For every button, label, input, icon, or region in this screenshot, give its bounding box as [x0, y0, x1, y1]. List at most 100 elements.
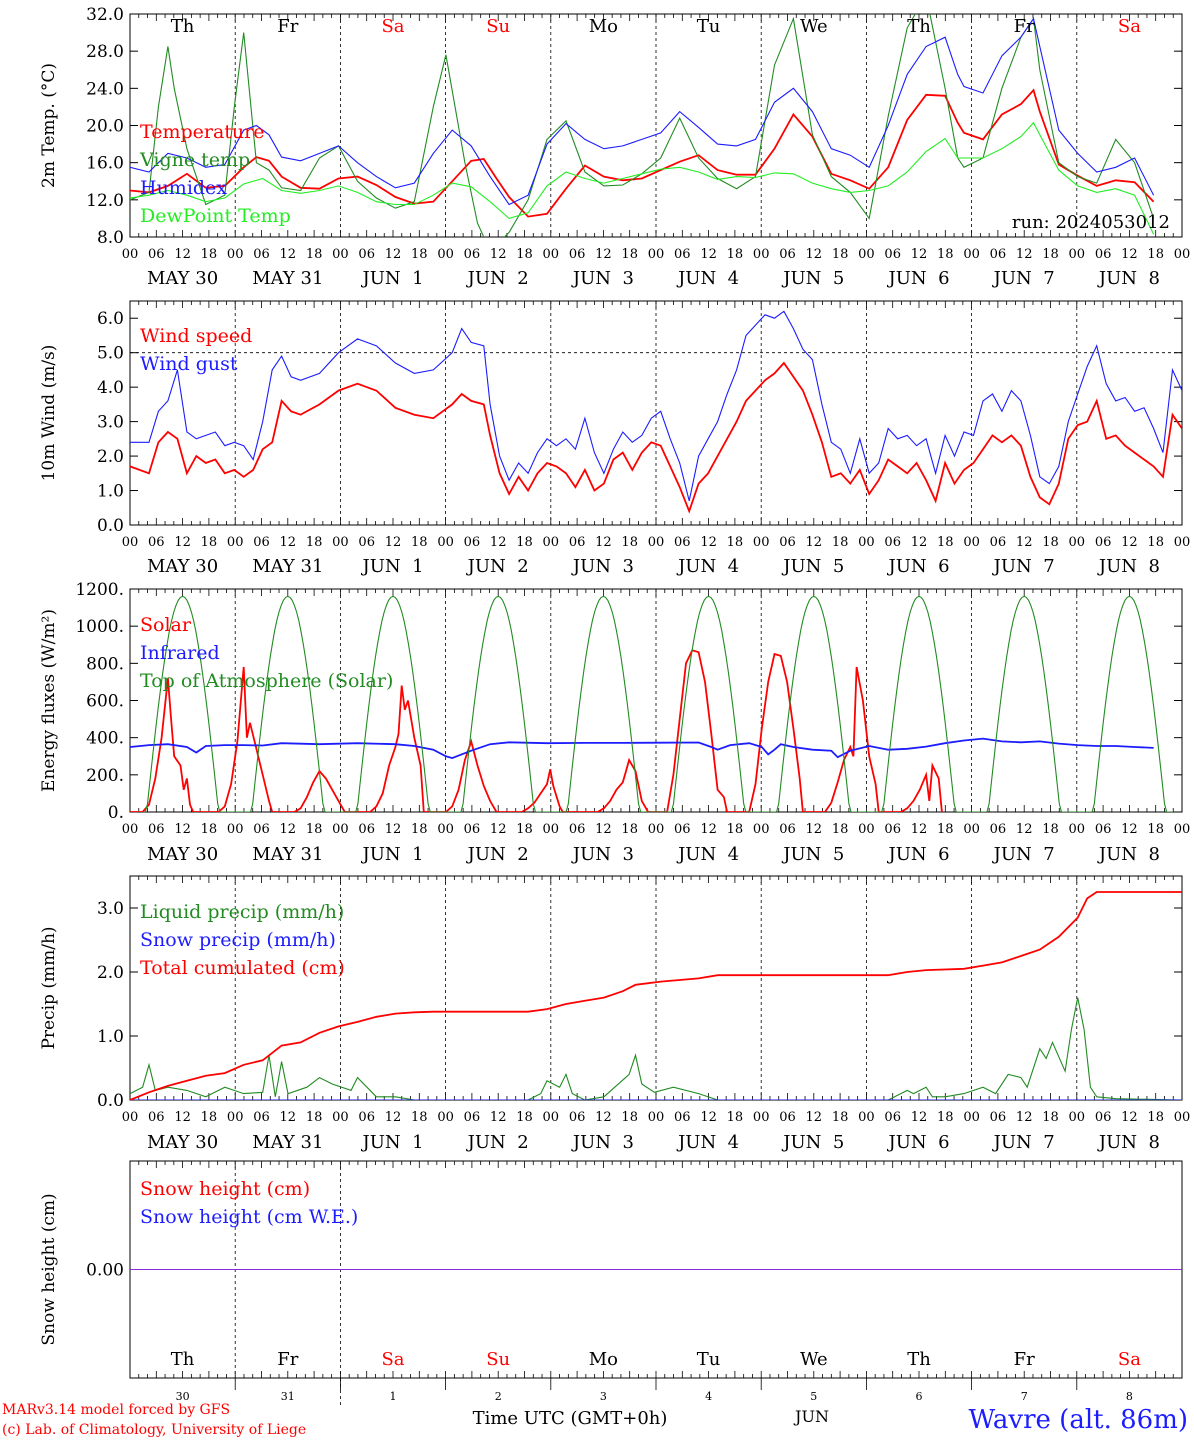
legend-entry: DewPoint Temp [140, 205, 291, 227]
hour-label: 06 [569, 535, 586, 550]
legend-entry: Temperature [140, 121, 264, 143]
hour-label: 06 [569, 247, 586, 262]
hour-label: 00 [1069, 535, 1086, 550]
hour-label: 00 [437, 247, 454, 262]
series-group [130, 14, 1155, 237]
date-label: JUN 6 [886, 1132, 949, 1153]
hour-label: 18 [727, 1110, 744, 1125]
panel-1: 32.0 28.0 24.0 20.0 16.0 12.0 8.0 2m Temp. (°C)… [39, 5, 1191, 289]
date-label: JUN 4 [676, 268, 739, 289]
hour-label: 12 [385, 1110, 402, 1125]
hour-label: 00 [543, 535, 560, 550]
hour-label: 00 [437, 1110, 454, 1125]
hour-label: 00 [963, 1110, 980, 1125]
hour-label: 18 [516, 822, 533, 837]
hour-label: 18 [1147, 247, 1164, 262]
day-name: Sa [381, 16, 404, 37]
date-label: JUN 5 [781, 844, 844, 865]
hour-label: 18 [516, 247, 533, 262]
hour-label: 00 [227, 822, 244, 837]
hour-label: 06 [358, 822, 375, 837]
ytick-label: 3.0 [97, 413, 124, 433]
ytick-label: 12.0 [86, 191, 124, 211]
hour-label: 00 [1174, 535, 1191, 550]
hour-label: 12 [595, 1110, 612, 1125]
hour-label: 00 [122, 535, 139, 550]
date-label: MAY 31 [252, 1132, 323, 1153]
hour-label: 06 [358, 535, 375, 550]
series-line-dewpoint-temp [130, 121, 1155, 235]
hour-label: 12 [1016, 1110, 1033, 1125]
hour-label: 06 [569, 1110, 586, 1125]
hour-label: 12 [700, 247, 717, 262]
hour-label: 06 [148, 535, 165, 550]
hour-label: 12 [385, 247, 402, 262]
hour-label: 12 [174, 535, 191, 550]
hour-label: 06 [779, 535, 796, 550]
series-line-total-cumulated-cm- [130, 891, 1182, 1100]
hour-label: 00 [963, 247, 980, 262]
date-label: JUN 6 [886, 556, 949, 577]
hour-label: 12 [806, 247, 823, 262]
date-label: JUN 5 [781, 268, 844, 289]
hour-label: 12 [490, 822, 507, 837]
hour-label: 12 [911, 535, 928, 550]
hour-label: 00 [648, 1110, 665, 1125]
hour-label: 06 [779, 247, 796, 262]
date-label: JUN 4 [676, 1132, 739, 1153]
day-number: 31 [281, 1390, 295, 1403]
hour-label: 00 [543, 247, 560, 262]
hour-label: 18 [1042, 822, 1059, 837]
hour-label: 18 [621, 247, 638, 262]
legend-entry: Snow precip (mm/h) [140, 929, 336, 951]
day-name: Th [907, 16, 931, 37]
plot-frame [129, 588, 1183, 813]
hour-label: 12 [385, 535, 402, 550]
hour-label: 00 [648, 247, 665, 262]
hour-label: 12 [700, 535, 717, 550]
day-name-bottom: Su [486, 1349, 510, 1370]
hour-label: 00 [858, 822, 875, 837]
hour-label: 12 [911, 1110, 928, 1125]
hour-label: 06 [253, 535, 270, 550]
hour-label: 12 [806, 1110, 823, 1125]
footer-lab-credit: (c) Lab. of Climatology, University of L… [2, 1422, 306, 1438]
hour-label: 06 [884, 535, 901, 550]
date-label: JUN 8 [1097, 844, 1160, 865]
legend-entry: Snow height (cm) [140, 1178, 310, 1200]
hour-label: 00 [1174, 247, 1191, 262]
day-name-bottom: We [800, 1349, 828, 1370]
series-line-humidex [130, 17, 1155, 206]
hour-label: 00 [1174, 1110, 1191, 1125]
hour-label: 06 [1095, 822, 1112, 837]
day-name: Fr [277, 16, 298, 37]
date-label: JUN 4 [676, 556, 739, 577]
hour-label: 06 [1095, 247, 1112, 262]
hour-label: 12 [385, 822, 402, 837]
hour-label: 06 [884, 822, 901, 837]
legend-entry: Solar [140, 614, 192, 636]
ytick-label: 200. [86, 766, 124, 786]
hour-label: 12 [700, 1110, 717, 1125]
ytick-label: 16.0 [86, 154, 124, 174]
y-axis-label: 2m Temp. (°C) [39, 63, 59, 188]
hour-label: 18 [727, 535, 744, 550]
hour-label: 06 [779, 1110, 796, 1125]
hour-label: 12 [1016, 247, 1033, 262]
hour-label: 18 [1042, 1110, 1059, 1125]
hour-label: 18 [937, 247, 954, 262]
day-number: 1 [390, 1390, 397, 1403]
series-line-wind-speed [130, 361, 1182, 514]
date-label: MAY 31 [252, 268, 323, 289]
date-label: JUN 8 [1097, 1132, 1160, 1153]
hour-label: 06 [148, 822, 165, 837]
day-number: 30 [176, 1390, 190, 1403]
date-label: JUN 2 [466, 268, 529, 289]
day-name-bottom: Mo [589, 1349, 618, 1370]
hour-label: 18 [621, 1110, 638, 1125]
hour-label: 00 [122, 822, 139, 837]
footer-model-credit: MARv3.14 model forced by GFS [2, 1402, 230, 1418]
ytick-label: 0.0 [97, 516, 124, 536]
day-name-bottom: Fr [1014, 1349, 1035, 1370]
